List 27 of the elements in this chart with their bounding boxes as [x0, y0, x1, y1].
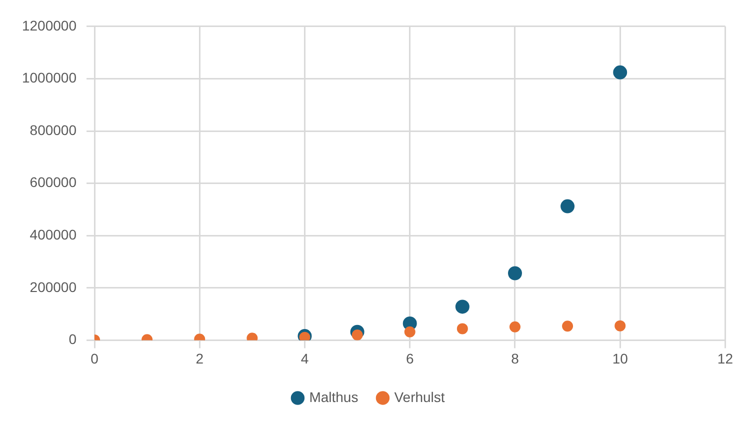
x-tick-label: 0	[90, 350, 99, 366]
point	[613, 65, 628, 80]
point	[509, 321, 520, 332]
y-tick-label: 800000	[30, 122, 77, 138]
y-tick-label: 1000000	[22, 70, 77, 86]
y-tick-label: 400000	[30, 226, 77, 242]
y-tick-label: 200000	[30, 278, 77, 295]
point	[404, 326, 416, 338]
point	[299, 332, 310, 340]
legend-label: Verhulst	[394, 388, 445, 405]
y-tick-label: 0	[68, 331, 77, 348]
x-tick-label: 2	[196, 350, 204, 366]
x-tick-label: 4	[300, 350, 309, 366]
point	[352, 329, 363, 340]
point	[456, 323, 468, 334]
x-tick-label: 12	[717, 350, 734, 366]
x-tick-label: 6	[406, 350, 414, 366]
point	[508, 266, 522, 280]
y-tick-label: 600000	[30, 174, 77, 190]
x-tick-label: 10	[612, 350, 628, 366]
point	[614, 320, 626, 332]
point	[455, 300, 470, 314]
point	[560, 199, 575, 214]
point	[562, 320, 574, 332]
x-tick-label: 8	[511, 350, 520, 366]
legend-label: Malthus	[309, 388, 358, 405]
y-tick-label: 1200000	[22, 17, 77, 34]
